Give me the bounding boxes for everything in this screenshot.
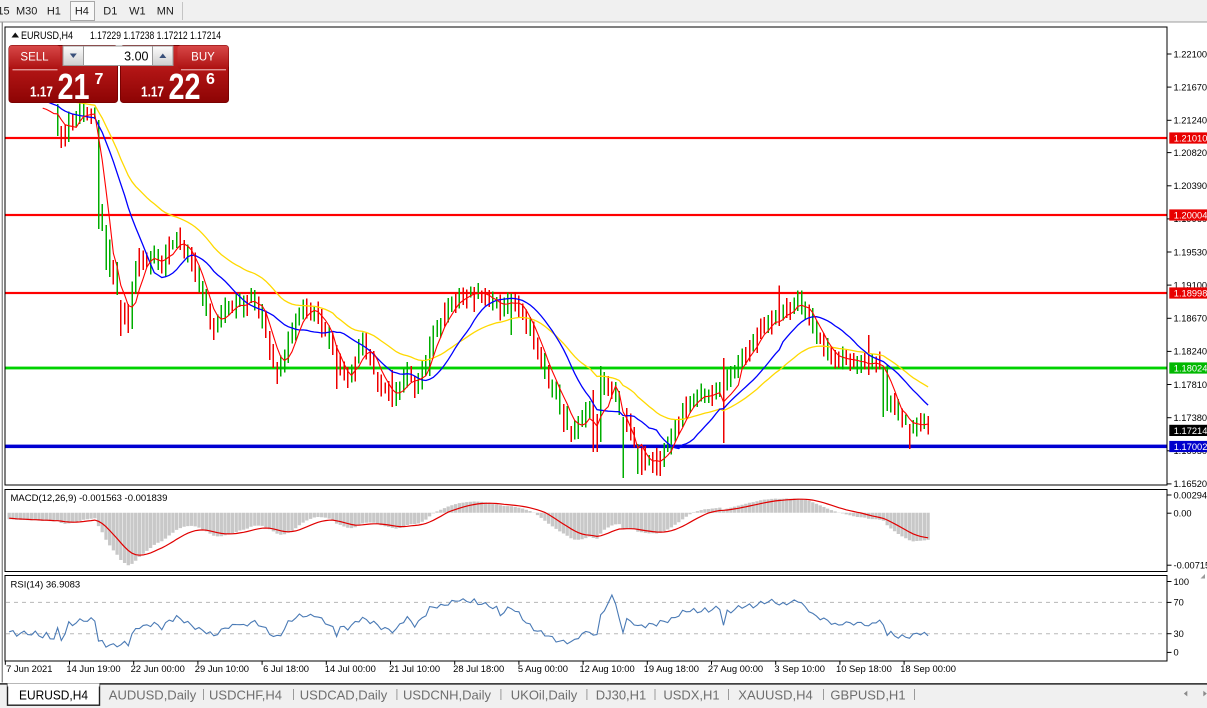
svg-text:1.17: 1.17 <box>30 84 53 101</box>
svg-text:22 Jun 00:00: 22 Jun 00:00 <box>131 663 185 674</box>
svg-text:MN: MN <box>157 6 174 18</box>
svg-text:7 Jun 2021: 7 Jun 2021 <box>6 663 52 674</box>
svg-text:3 Sep 10:00: 3 Sep 10:00 <box>774 663 825 674</box>
svg-text:W1: W1 <box>129 6 146 18</box>
svg-text:DJ30,H1: DJ30,H1 <box>596 688 647 703</box>
svg-text:15: 15 <box>0 6 10 18</box>
svg-text:1.21010: 1.21010 <box>1174 133 1207 143</box>
svg-text:0.002947: 0.002947 <box>1174 490 1207 500</box>
svg-text:21 Jul 10:00: 21 Jul 10:00 <box>389 663 440 674</box>
svg-text:GBPUSD,H1: GBPUSD,H1 <box>830 688 905 703</box>
svg-text:22: 22 <box>169 66 201 107</box>
svg-text:SELL: SELL <box>20 52 49 64</box>
svg-text:EURUSD,H4: EURUSD,H4 <box>21 30 73 42</box>
svg-text:-0.00715: -0.00715 <box>1174 561 1207 571</box>
svg-text:100: 100 <box>1174 577 1190 587</box>
svg-text:28 Jul 18:00: 28 Jul 18:00 <box>453 663 504 674</box>
svg-text:30: 30 <box>1174 629 1184 639</box>
svg-text:29 Jun 10:00: 29 Jun 10:00 <box>195 663 249 674</box>
svg-text:70: 70 <box>1174 598 1184 608</box>
svg-text:USDCNH,Daily: USDCNH,Daily <box>403 688 492 703</box>
svg-text:10 Sep 18:00: 10 Sep 18:00 <box>836 663 892 674</box>
svg-text:1.20004: 1.20004 <box>1174 210 1207 220</box>
svg-text:1.17380: 1.17380 <box>1174 413 1207 423</box>
svg-text:1.20820: 1.20820 <box>1174 148 1207 158</box>
svg-text:1.18240: 1.18240 <box>1174 347 1207 357</box>
svg-text:1.21240: 1.21240 <box>1174 116 1207 126</box>
svg-text:UKOil,Daily: UKOil,Daily <box>511 688 578 703</box>
svg-text:14 Jul 00:00: 14 Jul 00:00 <box>325 663 376 674</box>
svg-text:1.16520: 1.16520 <box>1174 479 1207 489</box>
svg-text:RSI(14) 36.9083: RSI(14) 36.9083 <box>11 580 81 591</box>
svg-text:27 Aug 00:00: 27 Aug 00:00 <box>708 663 763 674</box>
svg-text:EURUSD,H4: EURUSD,H4 <box>19 688 88 703</box>
svg-text:1.19100: 1.19100 <box>1174 280 1207 290</box>
svg-text:1.17810: 1.17810 <box>1174 380 1207 390</box>
svg-text:1.18024: 1.18024 <box>1174 363 1207 373</box>
svg-text:1.17: 1.17 <box>141 84 164 101</box>
svg-text:USDCAD,Daily: USDCAD,Daily <box>300 688 388 703</box>
svg-text:USDX,H1: USDX,H1 <box>663 688 719 703</box>
svg-text:18 Sep 00:00: 18 Sep 00:00 <box>900 663 956 674</box>
svg-text:M30: M30 <box>16 6 37 18</box>
svg-text:1.17229 1.17238 1.17212 1.1721: 1.17229 1.17238 1.17212 1.17214 <box>90 30 221 42</box>
svg-text:14 Jun 19:00: 14 Jun 19:00 <box>66 663 120 674</box>
svg-text:1.20390: 1.20390 <box>1174 181 1207 191</box>
svg-text:1.19530: 1.19530 <box>1174 247 1207 257</box>
svg-text:1.18670: 1.18670 <box>1174 314 1207 324</box>
svg-text:0: 0 <box>1174 648 1179 658</box>
svg-text:19 Aug 18:00: 19 Aug 18:00 <box>644 663 699 674</box>
svg-text:12 Aug 10:00: 12 Aug 10:00 <box>579 663 634 674</box>
svg-text:1.22100: 1.22100 <box>1174 49 1207 59</box>
svg-text:BUY: BUY <box>191 52 215 64</box>
svg-text:1.17002: 1.17002 <box>1174 442 1207 452</box>
svg-text:H1: H1 <box>47 6 61 18</box>
svg-text:6: 6 <box>206 71 215 88</box>
svg-text:MACD(12,26,9) -0.001563 -0.001: MACD(12,26,9) -0.001563 -0.001839 <box>11 493 168 504</box>
svg-text:7: 7 <box>95 71 104 88</box>
svg-text:0.00: 0.00 <box>1174 509 1192 519</box>
svg-text:21: 21 <box>58 66 90 107</box>
svg-text:AUDUSD,Daily: AUDUSD,Daily <box>109 688 197 703</box>
svg-text:USDCHF,H4: USDCHF,H4 <box>209 688 282 703</box>
svg-text:5 Aug 00:00: 5 Aug 00:00 <box>518 663 568 674</box>
svg-text:1.21670: 1.21670 <box>1174 82 1207 92</box>
svg-text:1.18998: 1.18998 <box>1174 288 1207 298</box>
svg-text:6 Jul 18:00: 6 Jul 18:00 <box>263 663 309 674</box>
svg-text:1.17214: 1.17214 <box>1174 426 1207 436</box>
svg-text:XAUUSD,H4: XAUUSD,H4 <box>738 688 812 703</box>
svg-text:H4: H4 <box>75 6 89 18</box>
svg-text:D1: D1 <box>103 6 117 18</box>
svg-text:3.00: 3.00 <box>124 49 148 63</box>
